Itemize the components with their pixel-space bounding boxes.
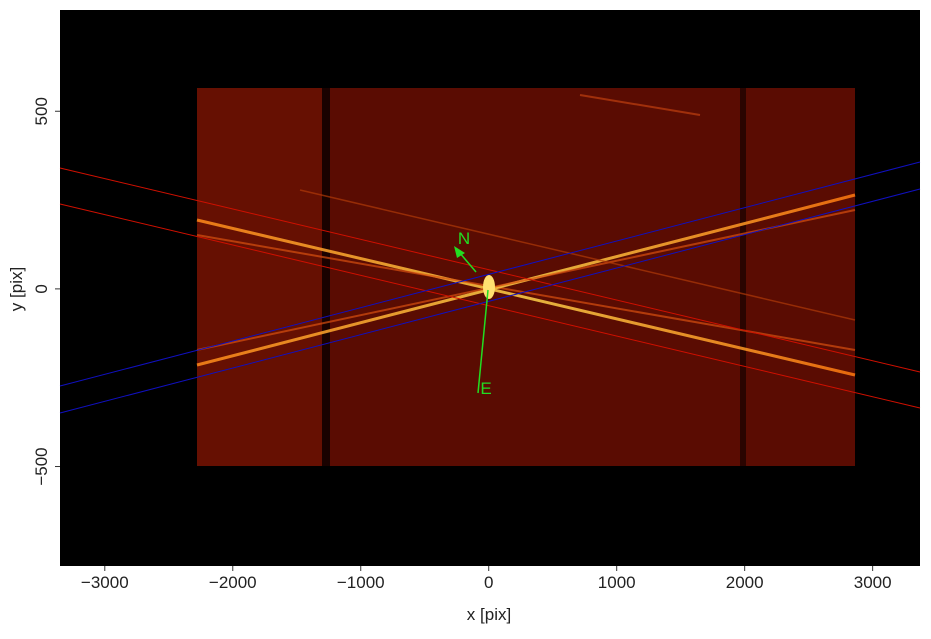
detector-gap — [740, 88, 746, 466]
x-tick-label: −1000 — [337, 573, 385, 592]
north-label: N — [458, 229, 470, 248]
x-axis-label: x [pix] — [467, 605, 511, 624]
y-tick-label: 0 — [32, 284, 51, 293]
red-line — [59, 167, 921, 373]
region-lines — [59, 161, 921, 414]
spectrum-streak — [579, 94, 701, 116]
image — [196, 88, 856, 466]
y-axis-label: y [pix] — [7, 267, 26, 311]
x-tick-label: −2000 — [209, 573, 257, 592]
north-arrow — [458, 251, 477, 273]
north-arrowhead — [454, 246, 465, 258]
x-tick-label: 0 — [484, 573, 493, 592]
spectrum-streak — [299, 189, 856, 321]
red-line — [59, 203, 921, 409]
spectrum-streak — [196, 209, 856, 351]
detector-region — [197, 88, 327, 466]
blue-line — [59, 188, 921, 414]
x-tick-label: 1000 — [598, 573, 636, 592]
east-arrow — [477, 289, 489, 394]
y-tick-label: −500 — [32, 447, 51, 485]
blue-line — [59, 161, 921, 387]
spectrum-streak — [196, 218, 856, 377]
x-tick-label: 3000 — [854, 573, 892, 592]
east-label: E — [480, 379, 491, 398]
y-tick-label: 500 — [32, 97, 51, 125]
source — [483, 275, 495, 299]
x-tick-label: 2000 — [726, 573, 764, 592]
detector-gap — [322, 88, 330, 466]
x-tick-label: −3000 — [81, 573, 129, 592]
